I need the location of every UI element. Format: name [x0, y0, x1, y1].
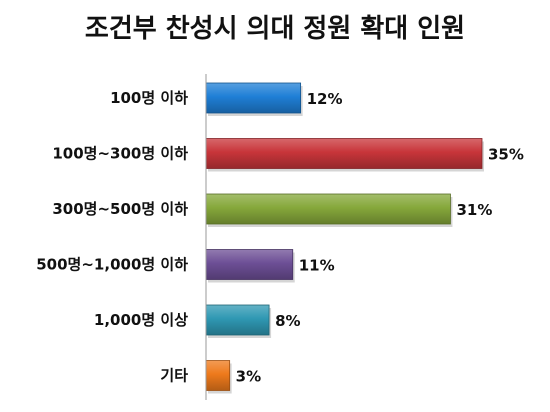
bar-2-category-label: 100명~300명 이하 — [52, 145, 188, 163]
bar-4 — [205, 249, 294, 280]
bar-3-value-label: 31% — [456, 201, 492, 219]
bar-4-value-label: 11% — [299, 257, 335, 275]
bar-3-category-label: 300명~500명 이하 — [52, 200, 188, 218]
bar-3 — [205, 193, 451, 225]
bar-2 — [205, 138, 483, 169]
bar-6-category-label: 기타 — [160, 367, 188, 385]
bar-1 — [205, 82, 302, 114]
bar-5-value-label: 8% — [275, 312, 300, 330]
bar-5-category-label: 1,000명 이상 — [94, 311, 188, 329]
chart-title: 조건부 찬성시 의대 정원 확대 인원 — [84, 14, 466, 44]
bar-1-category-label: 100명 이하 — [110, 89, 188, 107]
bar-1-value-label: 12% — [307, 90, 343, 108]
bar-5 — [205, 304, 270, 336]
bar-2-value-label: 35% — [488, 146, 524, 164]
bar-6-value-label: 3% — [236, 368, 261, 386]
bar-4-category-label: 500명~1,000명 이하 — [36, 256, 188, 274]
bar-6 — [205, 360, 231, 391]
